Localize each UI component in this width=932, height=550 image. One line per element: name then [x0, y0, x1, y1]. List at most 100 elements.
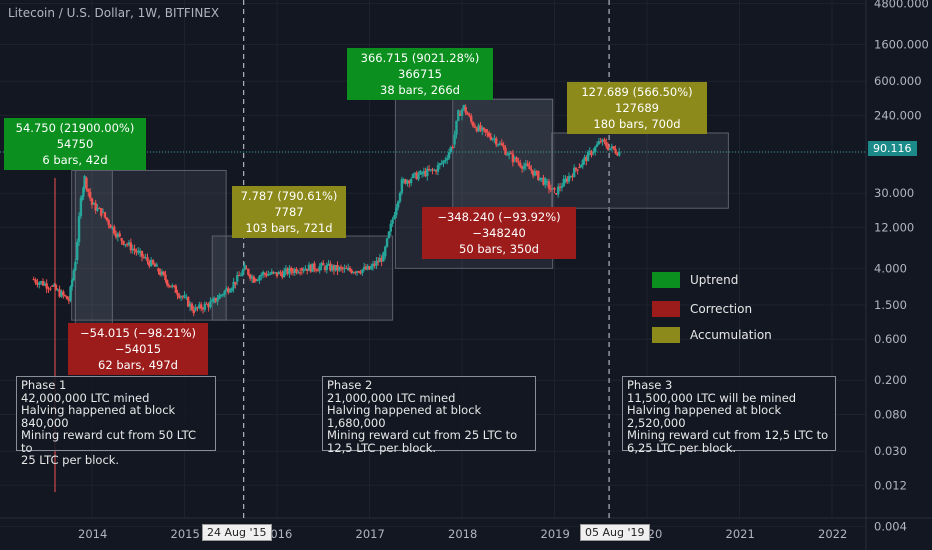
candle-body: [192, 309, 195, 314]
candle-body: [304, 268, 307, 271]
candle-body: [212, 297, 216, 303]
candle-body: [415, 172, 418, 180]
candle-body: [479, 125, 482, 131]
candle-body: [105, 217, 108, 221]
candle-body: [311, 263, 314, 272]
phase-2-box: Phase 2 21,000,000 LTC mined Halving hap…: [322, 376, 536, 454]
candle-body: [466, 112, 469, 115]
candle-body: [309, 264, 312, 272]
x-tick-label: 2017: [356, 527, 385, 541]
candle-body: [515, 157, 518, 162]
candle-body: [544, 178, 547, 185]
candle-body: [475, 127, 478, 132]
candle-body: [36, 282, 39, 285]
y-tick-label: 0.004: [874, 519, 907, 533]
candle-body: [90, 198, 94, 205]
candle-body: [237, 275, 241, 277]
candle-body: [187, 297, 190, 307]
candle-body: [138, 250, 142, 254]
candle-body: [576, 169, 579, 171]
candle-body: [339, 267, 343, 269]
callout-duration: 6 bars, 42d: [42, 153, 108, 167]
candle-body: [362, 266, 366, 270]
candle-body: [318, 266, 321, 271]
candle-body: [167, 285, 171, 287]
candle-body: [371, 263, 375, 267]
candle-body: [230, 288, 234, 291]
candle-body: [574, 167, 578, 170]
candle-body: [491, 138, 494, 140]
candle-body: [431, 169, 434, 171]
candle-body: [605, 141, 608, 147]
candle-body: [302, 270, 305, 272]
candle-body: [560, 186, 564, 188]
y-tick-label: 0.080: [874, 407, 907, 421]
candle-body: [391, 219, 394, 224]
candle-body: [385, 238, 389, 247]
candle-body: [293, 269, 296, 274]
candle-body: [433, 169, 436, 171]
y-tick-label: 0.030: [874, 444, 907, 458]
phase-line: 42,000,000 LTC mined: [21, 390, 150, 405]
candle-body: [211, 299, 214, 302]
candle-body: [129, 242, 133, 251]
candle-body: [52, 284, 56, 286]
candle-body: [489, 136, 493, 140]
y-tick-label: 12.000: [874, 220, 914, 234]
candle-body: [473, 126, 477, 128]
candle-body: [471, 122, 475, 127]
x-tick-label: 2018: [448, 527, 477, 541]
date-marker-2019: 05 Aug '19: [580, 524, 650, 541]
y-tick-label: 600.000: [874, 74, 922, 88]
candle-body: [364, 266, 368, 270]
candle-body: [80, 196, 84, 200]
candle-body: [178, 295, 181, 298]
candle-body: [194, 307, 197, 311]
candle-body: [597, 141, 601, 145]
candle-body: [429, 169, 432, 171]
callout-accumulation-1: 7.787 (790.61%) 7787 103 bars, 721d: [232, 186, 346, 238]
candle-body: [618, 151, 621, 156]
candle-body: [449, 146, 453, 153]
candle-body: [389, 223, 392, 232]
candle-body: [417, 174, 420, 180]
candle-body: [188, 303, 192, 307]
candle-body: [555, 193, 558, 195]
candle-body: [113, 226, 116, 234]
candle-body: [133, 248, 136, 251]
candle-body: [455, 120, 458, 135]
y-tick-label: 1600.000: [874, 38, 929, 52]
candle-body: [60, 291, 63, 297]
candle-body: [209, 301, 212, 308]
candle-body: [306, 268, 309, 271]
candle-body: [101, 212, 105, 214]
candle-body: [506, 154, 509, 156]
candle-body: [460, 109, 464, 116]
candle-body: [234, 281, 237, 285]
candle-body: [325, 265, 329, 270]
candle-body: [223, 290, 226, 295]
candle-body: [300, 268, 304, 271]
candle-body: [540, 177, 543, 179]
candle-body: [396, 201, 400, 208]
candle-body: [248, 274, 252, 279]
candle-body: [83, 176, 86, 188]
measure-box: [452, 98, 554, 209]
candle-body: [41, 281, 45, 286]
candle-body: [142, 256, 145, 258]
candle-body: [595, 144, 599, 147]
candle-body: [458, 113, 462, 116]
candle-body: [201, 308, 205, 310]
candle-body: [65, 296, 69, 300]
candle-body: [562, 179, 565, 187]
candle-body: [402, 179, 405, 183]
candle-body: [214, 297, 218, 302]
candle-body: [442, 160, 445, 164]
candle-body: [151, 259, 155, 264]
candle-body: [316, 270, 320, 272]
candle-body: [583, 157, 586, 161]
candle-body: [205, 303, 208, 305]
candle-body: [329, 263, 332, 271]
candle-body: [198, 304, 201, 309]
candle-body: [314, 269, 318, 271]
